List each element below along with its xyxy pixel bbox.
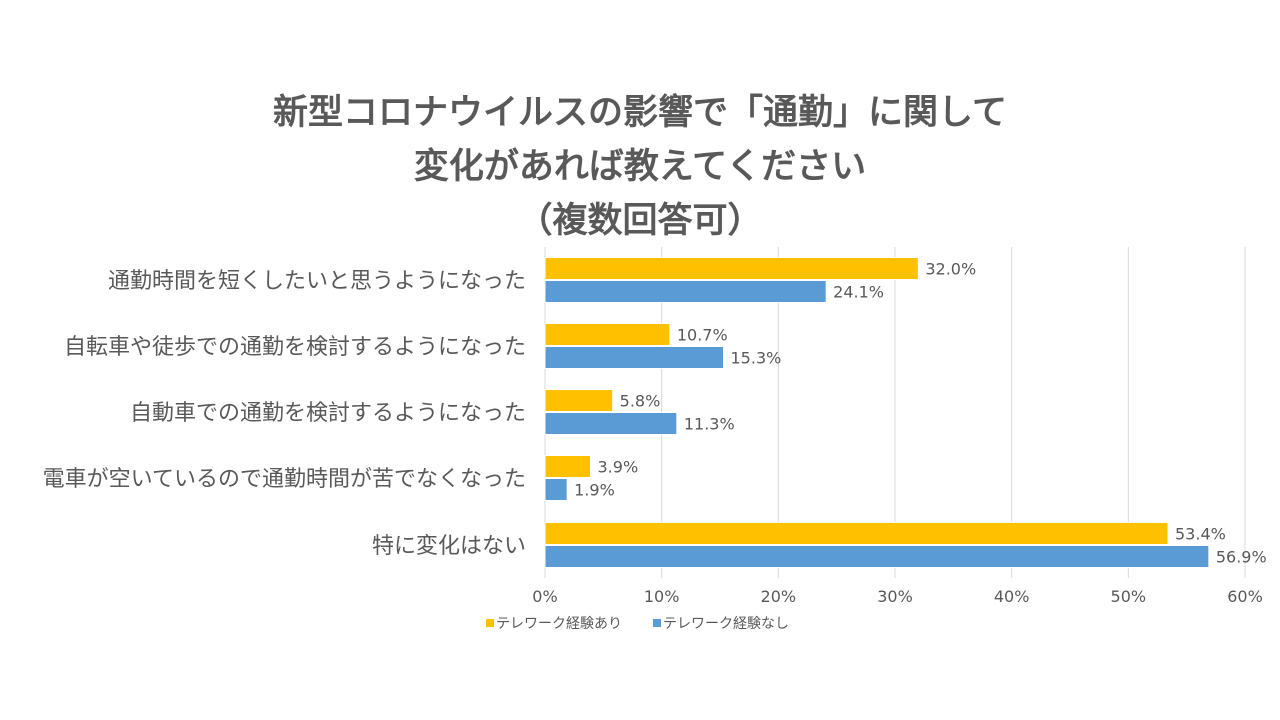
value-label: 11.3% — [684, 415, 735, 434]
value-label: 15.3% — [731, 349, 782, 368]
bar — [544, 389, 614, 412]
value-label: 56.9% — [1216, 548, 1267, 567]
x-tick-label: 40% — [994, 587, 1030, 606]
x-tick-label: 10% — [644, 587, 680, 606]
x-tick-label: 60% — [1227, 587, 1263, 606]
bar — [544, 280, 827, 303]
value-label: 10.7% — [677, 326, 728, 345]
bar — [544, 412, 678, 435]
value-label: 1.9% — [574, 481, 615, 500]
x-tick-label: 20% — [761, 587, 797, 606]
value-label: 5.8% — [620, 392, 661, 411]
category-label: 電車が空いているので通勤時間が苦でなくなった — [43, 467, 526, 492]
value-label: 53.4% — [1175, 525, 1226, 544]
x-tick-label: 50% — [1111, 587, 1147, 606]
legend-swatch — [486, 619, 494, 627]
bar — [544, 478, 568, 501]
bar — [544, 455, 591, 478]
category-label: 自転車や徒歩での通勤を検討するようになった — [64, 335, 526, 360]
category-label: 自動車での通勤を検討するようになった — [130, 401, 526, 426]
value-label: 32.0% — [925, 260, 976, 279]
bar — [544, 522, 1169, 545]
bar — [544, 346, 724, 369]
legend-label: テレワーク経験なし — [663, 616, 789, 632]
value-label: 24.1% — [833, 283, 884, 302]
bar — [544, 323, 671, 346]
legend-swatch — [653, 619, 661, 627]
bar — [544, 257, 919, 280]
legend-label: テレワーク経験あり — [496, 616, 622, 632]
category-label: 特に変化はない — [372, 534, 526, 559]
chart-title: 新型コロナウイルスの影響で「通勤」に関して 変化があれば教えてください （複数回… — [0, 86, 1280, 248]
category-label: 通勤時間を短くしたいと思うようになった — [108, 269, 526, 294]
x-tick-label: 30% — [877, 587, 913, 606]
chart-title-line: 新型コロナウイルスの影響で「通勤」に関して — [273, 93, 1007, 133]
x-tick-label: 0% — [532, 587, 557, 606]
value-label: 3.9% — [598, 458, 639, 477]
bar — [544, 545, 1210, 568]
chart-title-line: 変化があれば教えてください — [413, 147, 867, 187]
chart-title-line: （複数回答可） — [517, 201, 763, 241]
